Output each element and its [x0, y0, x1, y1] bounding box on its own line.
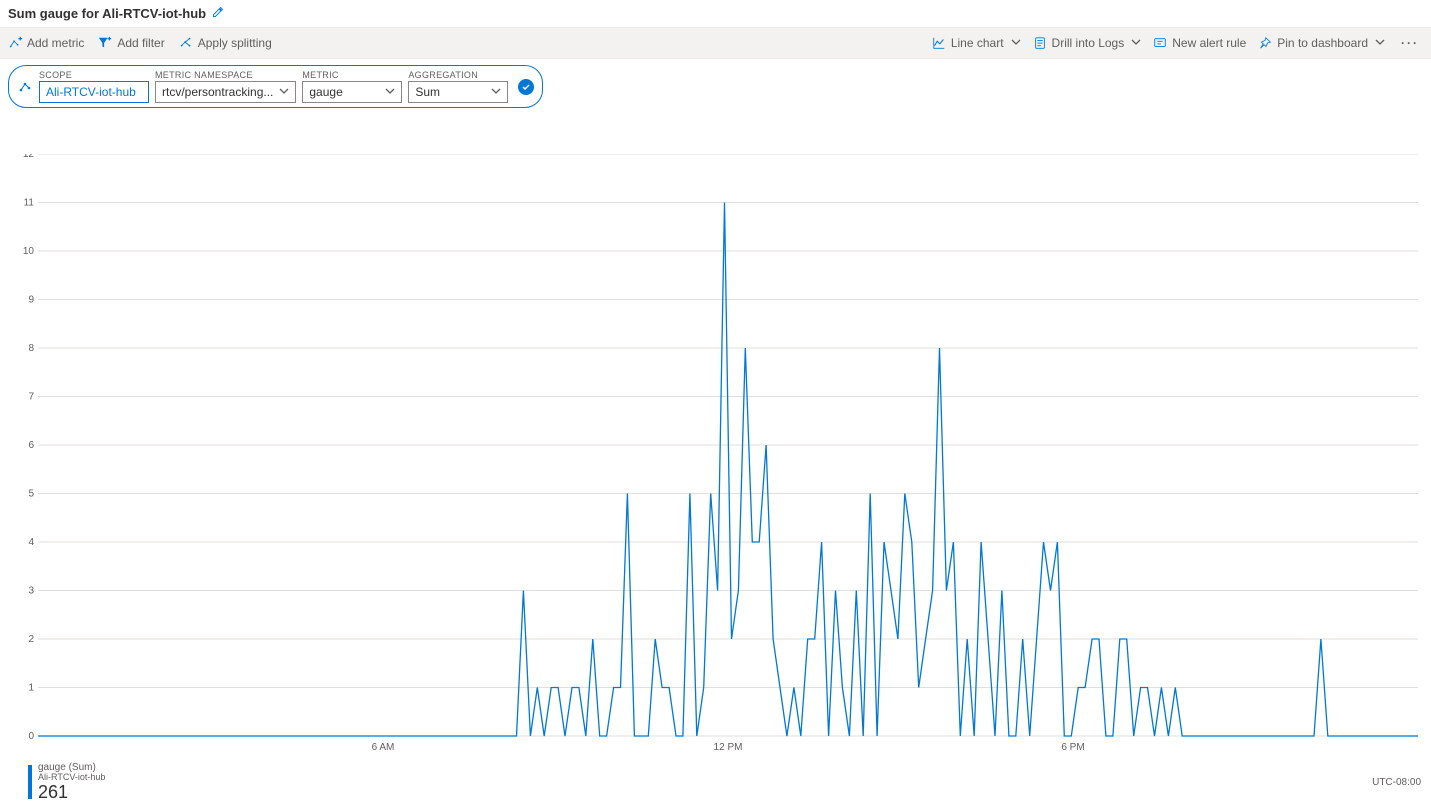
chevron-down-icon [1011, 36, 1021, 50]
chevron-down-icon [279, 85, 289, 99]
svg-text:6 AM: 6 AM [372, 742, 395, 753]
scope-label: SCOPE [39, 70, 149, 80]
pin-icon [1258, 36, 1272, 50]
line-chart[interactable]: 01234567891011126 AM12 PM6 PM [8, 154, 1423, 754]
svg-text:1: 1 [28, 683, 34, 694]
namespace-field: METRIC NAMESPACE rtcv/persontracking... [155, 70, 296, 103]
apply-splitting-button[interactable]: Apply splitting [179, 36, 272, 50]
legend-text: gauge (Sum) Ali-RTCV-iot-hub 261 [38, 762, 105, 803]
line-chart-label: Line chart [951, 36, 1004, 50]
scope-value: Ali-RTCV-iot-hub [46, 85, 136, 99]
chevron-down-icon [1131, 36, 1141, 50]
add-filter-label: Add filter [117, 36, 164, 50]
svg-text:10: 10 [23, 246, 35, 257]
namespace-label: METRIC NAMESPACE [155, 70, 296, 80]
alert-icon [1153, 36, 1167, 50]
toolbar-right: Line chart Drill into Logs New alert rul… [932, 36, 1423, 50]
add-metric-label: Add metric [27, 36, 84, 50]
svg-text:2: 2 [28, 634, 34, 645]
drill-logs-label: Drill into Logs [1052, 36, 1125, 50]
pin-label: Pin to dashboard [1277, 36, 1368, 50]
add-filter-button[interactable]: Add filter [98, 36, 164, 50]
chart-footer: gauge (Sum) Ali-RTCV-iot-hub 261 UTC-08:… [0, 762, 1431, 803]
legend-color-bar [28, 765, 32, 799]
svg-text:7: 7 [28, 392, 34, 403]
namespace-select[interactable]: rtcv/persontracking... [155, 81, 296, 103]
namespace-value: rtcv/persontracking... [162, 85, 273, 99]
drill-logs-button[interactable]: Drill into Logs [1033, 36, 1142, 50]
add-metric-icon [8, 36, 22, 50]
new-alert-button[interactable]: New alert rule [1153, 36, 1246, 50]
aggregation-select[interactable]: Sum [408, 81, 508, 103]
chevron-down-icon [491, 85, 501, 99]
apply-splitting-label: Apply splitting [198, 36, 272, 50]
edit-title-icon[interactable] [212, 6, 224, 21]
line-chart-button[interactable]: Line chart [932, 36, 1021, 50]
svg-text:0: 0 [28, 731, 34, 742]
confirm-icon[interactable] [518, 79, 534, 95]
svg-text:4: 4 [28, 537, 34, 548]
metric-value: gauge [309, 85, 342, 99]
chart-legend[interactable]: gauge (Sum) Ali-RTCV-iot-hub 261 [28, 762, 105, 803]
metric-field: METRIC gauge [302, 70, 402, 103]
svg-text:5: 5 [28, 489, 34, 500]
aggregation-value: Sum [415, 85, 440, 99]
pin-dashboard-button[interactable]: Pin to dashboard [1258, 36, 1385, 50]
svg-text:3: 3 [28, 586, 34, 597]
svg-text:9: 9 [28, 295, 34, 306]
legend-value: 261 [38, 783, 105, 803]
chevron-down-icon [1375, 36, 1385, 50]
filter-bar: SCOPE Ali-RTCV-iot-hub METRIC NAMESPACE … [0, 59, 1431, 114]
timezone-label: UTC-08:00 [1372, 777, 1421, 788]
split-icon [179, 36, 193, 50]
more-icon[interactable]: ··· [1397, 36, 1423, 50]
metric-label: METRIC [302, 70, 402, 80]
metric-pill-icon [17, 79, 33, 95]
metric-pill: SCOPE Ali-RTCV-iot-hub METRIC NAMESPACE … [8, 65, 543, 108]
svg-text:6: 6 [28, 440, 34, 451]
toolbar-left: Add metric Add filter Apply splitting [8, 36, 272, 50]
svg-text:8: 8 [28, 343, 34, 354]
chart-container: 01234567891011126 AM12 PM6 PM [0, 114, 1431, 762]
svg-text:11: 11 [24, 198, 35, 209]
logs-icon [1033, 36, 1047, 50]
metric-select[interactable]: gauge [302, 81, 402, 103]
svg-text:6 PM: 6 PM [1061, 742, 1084, 753]
toolbar: Add metric Add filter Apply splitting Li… [0, 27, 1431, 59]
page-title: Sum gauge for Ali-RTCV-iot-hub [8, 6, 206, 21]
add-metric-button[interactable]: Add metric [8, 36, 84, 50]
chevron-down-icon [385, 85, 395, 99]
line-chart-icon [932, 36, 946, 50]
svg-text:12: 12 [23, 154, 35, 160]
filter-icon [98, 36, 112, 50]
page-header: Sum gauge for Ali-RTCV-iot-hub [0, 0, 1431, 27]
scope-field: SCOPE Ali-RTCV-iot-hub [39, 70, 149, 103]
aggregation-field: AGGREGATION Sum [408, 70, 508, 103]
aggregation-label: AGGREGATION [408, 70, 508, 80]
new-alert-label: New alert rule [1172, 36, 1246, 50]
scope-select[interactable]: Ali-RTCV-iot-hub [39, 81, 149, 103]
svg-text:12 PM: 12 PM [714, 742, 743, 753]
